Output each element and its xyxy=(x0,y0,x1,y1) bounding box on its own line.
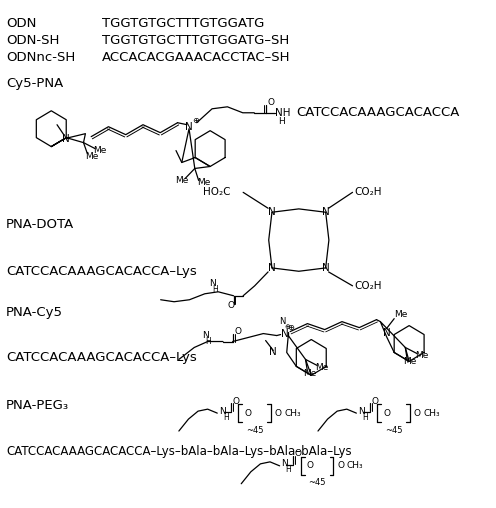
Text: PNA-DOTA: PNA-DOTA xyxy=(6,218,74,231)
Text: O: O xyxy=(414,408,421,418)
Text: O: O xyxy=(295,450,302,458)
Text: CH₃: CH₃ xyxy=(284,408,301,418)
Text: Me: Me xyxy=(93,146,107,155)
Text: O: O xyxy=(275,408,282,418)
Text: ⊕: ⊕ xyxy=(284,324,290,330)
Text: TGGTGTGCTTTGTGGATG: TGGTGTGCTTTGTGGATG xyxy=(102,17,264,30)
Text: N: N xyxy=(280,317,286,326)
Text: ODN: ODN xyxy=(6,17,37,30)
Text: N: N xyxy=(268,263,276,273)
Text: O: O xyxy=(337,461,344,470)
Text: CO₂H: CO₂H xyxy=(355,281,382,291)
Text: CATCCACAAAGCACACCA–Lys: CATCCACAAAGCACACCA–Lys xyxy=(6,352,197,364)
Text: H: H xyxy=(362,412,368,422)
Text: CATCCACAAAGCACACCA–Lys–bAla–bAla–Lys–bAla–bAla–Lys: CATCCACAAAGCACACCA–Lys–bAla–bAla–Lys–bAl… xyxy=(6,445,352,458)
Text: N: N xyxy=(202,331,209,340)
Text: H: H xyxy=(212,285,218,294)
Text: Me: Me xyxy=(304,369,317,378)
Text: ACCACACGAAACACCTAC–SH: ACCACACGAAACACCTAC–SH xyxy=(102,51,291,64)
Text: CATCCACAAAGCACACCA: CATCCACAAAGCACACCA xyxy=(297,106,460,119)
Text: H: H xyxy=(285,465,291,474)
Text: N: N xyxy=(185,122,193,132)
Text: H: H xyxy=(206,337,211,346)
Text: ODN-SH: ODN-SH xyxy=(6,34,60,47)
Text: N: N xyxy=(322,263,329,273)
Text: N: N xyxy=(62,134,69,144)
Text: Me: Me xyxy=(315,363,328,372)
Text: O: O xyxy=(307,461,313,470)
Text: NH: NH xyxy=(275,108,291,118)
Text: ⊕: ⊕ xyxy=(287,323,294,332)
Text: N: N xyxy=(358,406,365,416)
Text: N: N xyxy=(268,207,276,217)
Text: O: O xyxy=(244,408,251,418)
Text: ⊕: ⊕ xyxy=(192,116,199,125)
Text: Me: Me xyxy=(394,310,408,319)
Text: Me: Me xyxy=(403,357,417,366)
Text: N: N xyxy=(269,347,277,358)
Text: CATCCACAAAGCACACCA–Lys: CATCCACAAAGCACACCA–Lys xyxy=(6,265,197,278)
Text: N: N xyxy=(383,328,390,338)
Text: PNA-Cy5: PNA-Cy5 xyxy=(6,306,63,319)
Text: O: O xyxy=(372,397,379,406)
Text: CO₂H: CO₂H xyxy=(355,187,382,197)
Text: Cy5-PNA: Cy5-PNA xyxy=(6,77,63,90)
Text: O: O xyxy=(383,408,390,418)
Text: Me: Me xyxy=(85,152,99,161)
Text: Me: Me xyxy=(197,178,210,187)
Text: HO₂C: HO₂C xyxy=(203,187,230,197)
Text: H: H xyxy=(278,117,285,126)
Text: ~45: ~45 xyxy=(385,426,403,434)
Text: ~45: ~45 xyxy=(246,426,263,434)
Text: N: N xyxy=(282,459,288,468)
Text: TGGTGTGCTTTGTGGATG–SH: TGGTGTGCTTTGTGGATG–SH xyxy=(102,34,289,47)
Text: O: O xyxy=(233,397,240,406)
Text: N: N xyxy=(219,406,226,416)
Text: Me: Me xyxy=(415,351,428,360)
Text: CH₃: CH₃ xyxy=(424,408,440,418)
Text: O: O xyxy=(228,301,235,310)
Text: O: O xyxy=(268,99,275,107)
Text: N: N xyxy=(210,279,216,289)
Text: ODNnc-SH: ODNnc-SH xyxy=(6,51,75,64)
Text: PNA-PEG₃: PNA-PEG₃ xyxy=(6,399,69,412)
Text: ~45: ~45 xyxy=(309,478,326,487)
Text: N: N xyxy=(322,207,329,217)
Text: N: N xyxy=(281,329,288,338)
Text: Me: Me xyxy=(176,176,189,185)
Text: O: O xyxy=(235,327,242,336)
Text: CH₃: CH₃ xyxy=(347,461,364,470)
Text: H: H xyxy=(223,412,229,422)
